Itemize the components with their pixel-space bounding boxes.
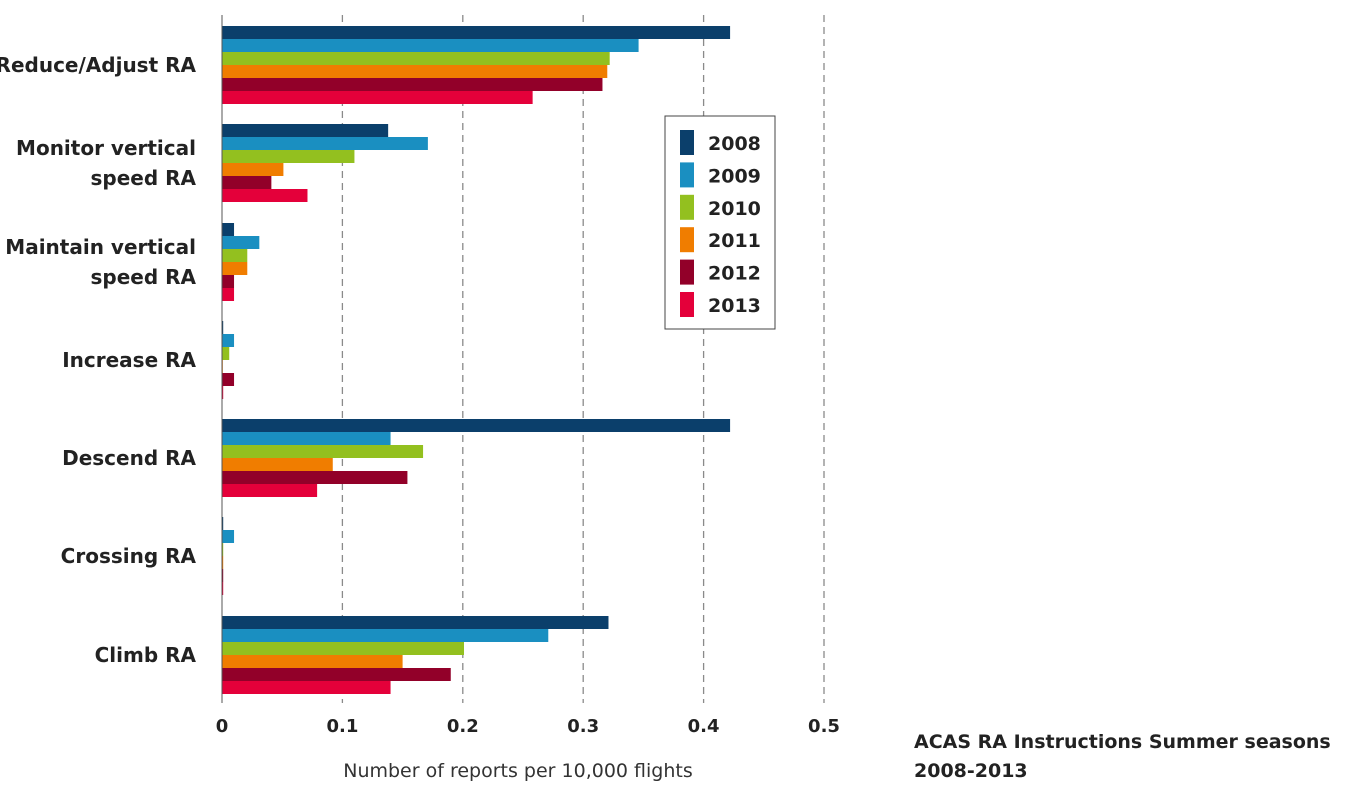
bar-2009-6 [222, 530, 235, 543]
category-labels: Reduce/Adjust RA Monitor vertical speed RA… [0, 53, 197, 667]
bar-2012-7 [222, 668, 451, 681]
bar-2010-1 [222, 52, 610, 65]
bar-2012-5 [222, 471, 408, 484]
bar-2012-3 [222, 275, 235, 288]
legend-label-2010: 2010 [708, 198, 761, 220]
chart-title: ACAS RA Instructions Summer seasons 2008-… [914, 731, 1331, 782]
legend-swatch-2011 [680, 227, 694, 253]
legend-label-2013: 2013 [708, 295, 761, 317]
bar-2008-1 [222, 26, 731, 39]
bar-2010-6 [222, 543, 224, 556]
bar-2011-3 [222, 262, 248, 275]
x-tick-label: 0 [216, 716, 229, 737]
legend-label-2011: 2011 [708, 230, 761, 252]
bar-2010-3 [222, 249, 248, 262]
bar-2009-5 [222, 432, 391, 445]
legend-swatch-2010 [680, 194, 694, 220]
category-label: speed RA [90, 166, 196, 190]
bar-2009-1 [222, 39, 639, 52]
category-label: Descend RA [62, 446, 196, 470]
x-axis-title: Number of reports per 10,000 flights [343, 760, 693, 782]
bar-2008-4 [222, 321, 224, 334]
bar-2011-2 [222, 163, 284, 176]
x-tick-label: 0.2 [447, 716, 479, 737]
bar-2011-7 [222, 655, 403, 668]
bar-2010-2 [222, 150, 355, 163]
bar-2013-2 [222, 189, 308, 202]
bar-2008-2 [222, 124, 389, 137]
bar-2008-6 [222, 517, 224, 530]
category-label: Monitor vertical [16, 136, 196, 160]
category-label: Crossing RA [61, 544, 197, 568]
x-tick-label: 0.3 [567, 716, 599, 737]
bar-2009-3 [222, 236, 260, 249]
bar-2011-6 [222, 556, 224, 569]
bar-2013-4 [222, 386, 224, 399]
bar-2008-5 [222, 419, 731, 432]
legend-swatch-2008 [680, 130, 694, 155]
chart-title-line: 2008-2013 [914, 760, 1028, 782]
bar-2008-3 [222, 223, 235, 236]
bar-2012-2 [222, 176, 272, 189]
x-tick-label: 0.4 [688, 716, 720, 737]
legend-label-2012: 2012 [708, 263, 761, 285]
bar-2013-7 [222, 681, 391, 694]
category-label: speed RA [90, 265, 196, 289]
chart-title-line: ACAS RA Instructions Summer seasons [914, 731, 1331, 753]
bar-2012-4 [222, 373, 235, 386]
category-label: Reduce/Adjust RA [0, 53, 197, 77]
bar-2008-7 [222, 616, 609, 629]
bar-2013-1 [222, 91, 533, 104]
category-label: Climb RA [95, 643, 197, 667]
x-tick-label: 0.1 [326, 716, 358, 737]
bar-2009-4 [222, 334, 235, 347]
bars [222, 26, 731, 694]
category-label: Increase RA [62, 348, 196, 372]
legend: 2008 2009 2010 2011 2012 2013 [664, 115, 776, 330]
x-tick-labels: 0 0.1 0.2 0.3 0.4 0.5 [216, 716, 840, 737]
bar-2010-7 [222, 642, 465, 655]
legend-label-2008: 2008 [708, 133, 761, 155]
bar-2009-7 [222, 629, 549, 642]
x-tick-label: 0.5 [808, 716, 840, 737]
bar-2011-1 [222, 65, 608, 78]
bar-2010-5 [222, 445, 424, 458]
bar-2013-6 [222, 582, 224, 595]
bar-2012-6 [222, 569, 224, 582]
bar-2013-5 [222, 484, 318, 497]
legend-swatch-2012 [680, 259, 694, 285]
bar-2010-4 [222, 347, 230, 360]
legend-label-2009: 2009 [708, 165, 761, 187]
legend-swatch-2009 [680, 162, 694, 188]
category-label: Maintain vertical [5, 235, 196, 259]
legend-swatch-2013 [680, 292, 694, 317]
bar-2013-3 [222, 288, 235, 301]
bar-2012-1 [222, 78, 603, 91]
bar-2011-5 [222, 458, 333, 471]
bar-2009-2 [222, 137, 428, 150]
